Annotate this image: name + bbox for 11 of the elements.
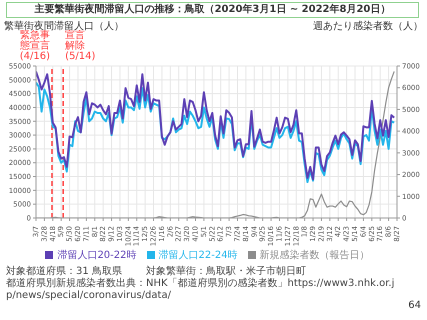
text: 対象繁華街：鳥取駅・米子市朝日町: [146, 266, 306, 277]
text: 都道府県別新規感染者数出典：NHK「都道府県別の感染者数」https://www3.nhk.or.jp/news/special/coronavirus/data/: [6, 278, 396, 302]
y2-axis-title: 週あたり感染者数（人）: [313, 20, 423, 33]
y-axis-title: 繁華街夜間滞留人口（人）: [4, 20, 124, 32]
text: 64: [408, 300, 421, 311]
legend-label: 滞留人口22-24時: [158, 250, 238, 261]
chart-title: 主要繁華街夜間滞留人口の推移：鳥取（2020年3月1日 ~ 2022年8月20日）: [6, 2, 419, 18]
text: 対象都道府県：31 鳥取県: [6, 266, 122, 277]
ref-line-label: 緊急事態宣言(4/16): [18, 29, 50, 62]
legend-label: 新規感染者数（報告日）: [260, 250, 370, 261]
legend-label: 滞留人口20-22時: [57, 250, 136, 261]
